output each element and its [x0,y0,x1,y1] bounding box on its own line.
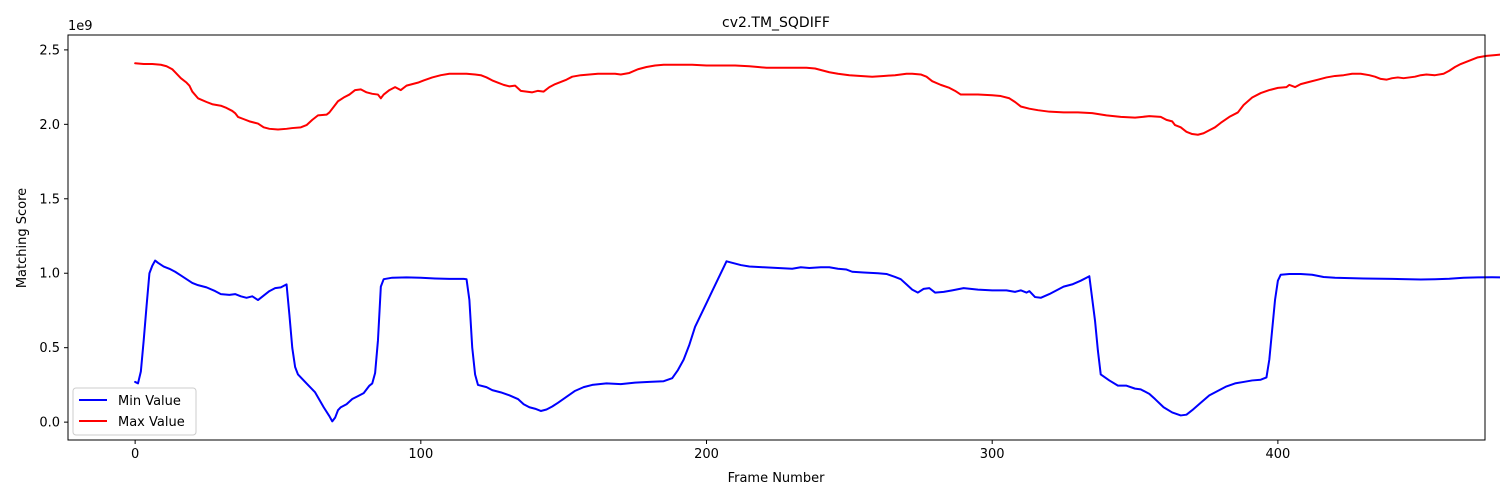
series-line-min-value [134,259,1500,423]
y-axis-ticks: 0.0 0.5 1.0 1.5 2.0 2.5 [39,43,68,431]
y-tick-label: 1.0 [39,267,60,282]
y-axis-offset-label: 1e9 [68,19,93,34]
x-tick-label: 300 [980,447,1005,462]
y-tick-label: 1.5 [39,192,60,207]
x-tick-label: 0 [131,447,139,462]
legend-label-max-value: Max Value [118,415,185,430]
x-axis-ticks: 0 100 200 300 400 [131,440,1290,462]
axes-frame [67,34,1486,441]
x-tick-label: 200 [694,447,719,462]
y-axis-label: Matching Score [15,188,30,288]
y-tick-label: 2.5 [39,43,60,58]
x-tick-label: 100 [408,447,433,462]
chart-title: cv2.TM_SQDIFF [722,15,830,31]
y-tick-label: 0.5 [39,341,60,356]
legend: Min Value Max Value [72,387,197,436]
series-line-max-value [134,53,1500,136]
x-tick-label: 400 [1265,447,1290,462]
y-tick-label: 2.0 [39,118,60,133]
y-tick-label: 0.0 [39,416,60,431]
series-lines [134,53,1500,423]
legend-label-min-value: Min Value [118,394,181,409]
x-axis-label: Frame Number [728,471,826,486]
